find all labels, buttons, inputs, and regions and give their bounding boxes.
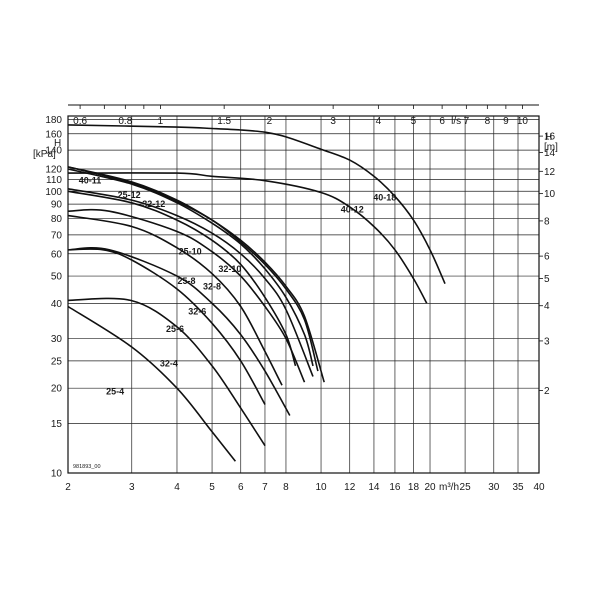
y-left-tick-label: 50: [51, 272, 63, 283]
y-left-tick-label: 180: [45, 115, 62, 126]
curve-label-32-4: 32-4: [160, 358, 178, 368]
x-bottom-tick-label: 4: [174, 482, 180, 493]
x-top-tick-label: 0.6: [73, 116, 87, 127]
x-bottom-tick-label: 12: [344, 482, 356, 493]
curve-32-4: [67, 297, 266, 447]
x-bottom-tick-label: 8: [283, 482, 289, 493]
x-bottom-tick-label: 16: [389, 482, 401, 493]
x-top-tick-label: 2: [267, 116, 273, 127]
x-bottom-tick-label: 5: [209, 482, 215, 493]
x-top-tick-label: 7: [464, 116, 470, 127]
y-axis-right-title: H: [545, 132, 552, 143]
x-bottom-tick-label: 2: [65, 482, 71, 493]
y-left-tick-label: 160: [45, 129, 62, 140]
x-bottom-tick-label: 3: [129, 482, 135, 493]
curve-label-40-11: 40-11: [79, 176, 102, 186]
x-top-tick-label: 3: [330, 116, 336, 127]
curve-32-8: [67, 208, 306, 383]
x-top-tick-label: 6: [439, 116, 445, 127]
y-left-tick-label: 140: [45, 146, 62, 157]
x-bottom-tick-label: 14: [368, 482, 380, 493]
curve-25-6: [67, 248, 266, 405]
y-left-tick-label: 40: [51, 299, 63, 310]
x-top-tick-label: 1.5: [217, 116, 231, 127]
x-top-tick-label: 0.8: [118, 116, 132, 127]
figure-code: 981893_00: [73, 464, 101, 470]
y-right-tick-label: 10: [544, 189, 556, 200]
curve-label-32-12: 32-12: [142, 199, 165, 209]
x-top-tick-label: 8: [485, 116, 491, 127]
y-left-tick-label: 60: [51, 249, 63, 260]
y-left-tick-label: 90: [51, 200, 63, 211]
y-left-tick-label: 80: [51, 214, 63, 225]
y-right-tick-label: 12: [544, 167, 556, 178]
y-left-tick-label: 25: [51, 356, 63, 367]
x-bottom-tick-label: 20: [424, 482, 436, 493]
grid-layer: [68, 116, 539, 473]
x-top-tick-label: 9: [503, 116, 509, 127]
curve-label-25-4: 25-4: [106, 386, 124, 396]
y-left-tick-label: 15: [51, 419, 63, 430]
y-left-tick-label: 70: [51, 230, 63, 241]
x-bottom-tick-label: 18: [408, 482, 420, 493]
curve-32-6: [67, 247, 291, 416]
curve-label-32-8: 32-8: [203, 281, 221, 291]
y-right-tick-label: 6: [544, 252, 550, 263]
curve-32-12: [67, 166, 325, 383]
y-right-tick-label: 14: [544, 148, 556, 159]
y-axis-left-unit: [kPa]: [33, 149, 56, 160]
curve-40-18: [67, 124, 446, 285]
curve-label-25-10: 25-10: [179, 247, 202, 257]
curve-label-40-12: 40-12: [341, 205, 364, 215]
y-right-tick-label: 4: [544, 301, 550, 312]
x-top-tick-label: 1: [158, 116, 164, 127]
y-right-tick-label: 2: [544, 386, 550, 397]
x-axis-top-unit: l/s: [451, 116, 461, 127]
curve-label-32-10: 32-10: [218, 264, 241, 274]
x-top-tick-label: 10: [517, 116, 529, 127]
label-layer: 25-4 32-4 25-6 32-6 25-8 32-8 25-10 32-10 25-123…: [79, 176, 397, 397]
y-right-tick-label: 8: [544, 216, 550, 227]
y-right-tick-label: 16: [544, 132, 556, 143]
y-left-tick-label: 20: [51, 384, 63, 395]
curve-25-10: [67, 190, 297, 367]
curve-label-40-18: 40-18: [373, 193, 396, 203]
curve-25-4: [67, 305, 237, 462]
y-axis-left-title: H: [54, 138, 61, 149]
curve-label-25-8: 25-8: [178, 276, 196, 286]
curve-label-25-12: 25-12: [118, 190, 141, 200]
y-left-tick-label: 10: [51, 469, 63, 480]
x-bottom-tick-label: 40: [533, 482, 545, 493]
y-right-tick-label: 3: [544, 336, 550, 347]
x-bottom-tick-label: 30: [488, 482, 500, 493]
curve-32-10: [67, 188, 314, 377]
y-axis-right-unit: [m]: [544, 142, 558, 153]
axis-layer: 2 3 4 5 6 7 8 10 12 14 16 18 20 25 30 35 401015202530405…: [45, 104, 556, 493]
y-left-tick-label: 30: [51, 334, 63, 345]
curve-layer: [67, 124, 446, 462]
x-axis-bottom-unit: m³/h: [439, 482, 459, 493]
curve-40-12: [67, 172, 428, 304]
y-right-tick-label: 5: [544, 274, 550, 285]
curve-25-8: [67, 214, 283, 386]
curve-label-25-6: 25-6: [166, 324, 184, 334]
x-bottom-tick-label: 10: [315, 482, 327, 493]
x-bottom-tick-label: 25: [460, 482, 472, 493]
x-bottom-tick-label: 35: [512, 482, 524, 493]
x-top-tick-label: 4: [376, 116, 382, 127]
x-bottom-tick-label: 6: [238, 482, 244, 493]
curve-40-11: [67, 166, 319, 372]
y-left-tick-label: 120: [45, 164, 62, 175]
x-bottom-tick-label: 7: [262, 482, 268, 493]
curve-label-32-6: 32-6: [188, 306, 206, 316]
y-left-tick-label: 100: [45, 187, 62, 198]
y-left-tick-label: 110: [46, 175, 62, 186]
curve-25-12: [67, 168, 314, 367]
plot-frame: [67, 115, 540, 474]
x-top-tick-label: 5: [411, 116, 417, 127]
